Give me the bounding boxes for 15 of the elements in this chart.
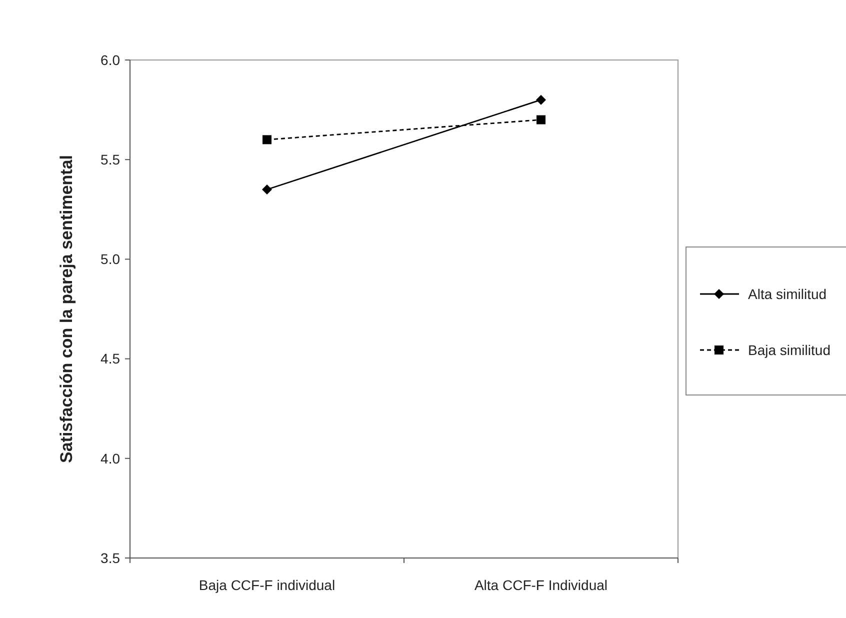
y-tick-label: 5.0 [100, 251, 120, 268]
y-axis-title: Satisfacción con la pareja sentimental [57, 154, 76, 464]
point [262, 184, 272, 194]
y-tick-label: 4.0 [100, 450, 120, 466]
y-tick-label: 3.5 [100, 550, 120, 566]
y-tick-label: 5.5 [100, 152, 120, 168]
point [536, 94, 546, 105]
point [262, 135, 272, 144]
point [536, 115, 546, 124]
y-tick-label: 6.0 [100, 52, 120, 68]
x-tick-label: Baja CCF-F individual [198, 577, 336, 593]
x-tick-label: Alta CCF-F Individual [474, 577, 608, 593]
y-tick-label: 4.5 [100, 350, 120, 367]
legend-label: Baja similitud [748, 342, 830, 358]
legend-label: Alta similitud [748, 286, 827, 302]
